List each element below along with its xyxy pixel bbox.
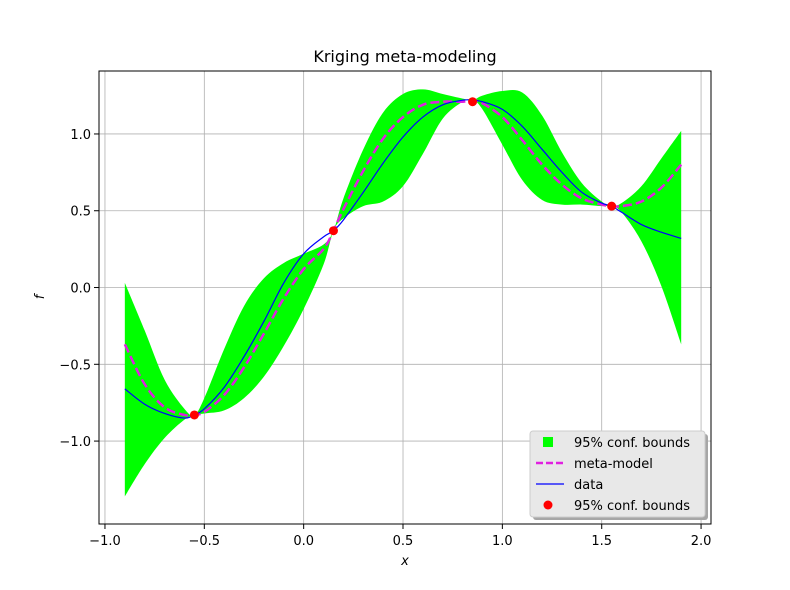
data-line [124,99,682,419]
legend-swatch-points [543,500,553,510]
sample-point-1 [328,226,338,236]
legend-label-points: 95% conf. bounds [574,499,690,514]
legend: 95% conf. bounds meta-model data 95% con… [529,430,708,520]
sample-point-0 [189,410,199,420]
x-tick-label-1: −0.5 [189,534,221,549]
x-tick-label-5: 1.5 [591,534,612,549]
plot-frame [98,70,712,525]
legend-label-meta-model: meta-model [574,457,653,472]
y-tick-label-2: 0.0 [70,282,91,297]
sample-point-2 [468,97,478,107]
legend-label-data: data [574,478,603,493]
x-tick-label-2: 0.0 [293,534,314,549]
chart-title: Kriging meta-modeling [313,47,496,66]
confidence-band [124,89,682,497]
legend-label-band: 95% conf. bounds [574,436,690,451]
x-tick-label-6: 2.0 [691,534,712,549]
x-tick-label-3: 0.5 [393,534,414,549]
sample-point-3 [607,201,617,211]
x-tick-label-0: −1.0 [89,534,121,549]
y-tick-label-3: 0.5 [70,205,91,220]
legend-swatch-band [543,437,553,447]
ticks: −1.0 −0.5 0.0 0.5 1.0 1.5 2.0 −1.0 −0.5 0.0 0.5 1.0 [59,128,711,549]
x-tick-label-4: 1.0 [492,534,513,549]
meta-model-line [123,98,683,417]
y-tick-label-0: −1.0 [59,435,91,450]
y-axis-label: f [33,292,48,299]
legend-box [529,430,706,518]
x-axis-label: x [400,554,409,569]
y-tick-label-1: −0.5 [59,358,91,373]
y-tick-label-4: 1.0 [70,128,91,143]
series-layer [123,89,683,497]
